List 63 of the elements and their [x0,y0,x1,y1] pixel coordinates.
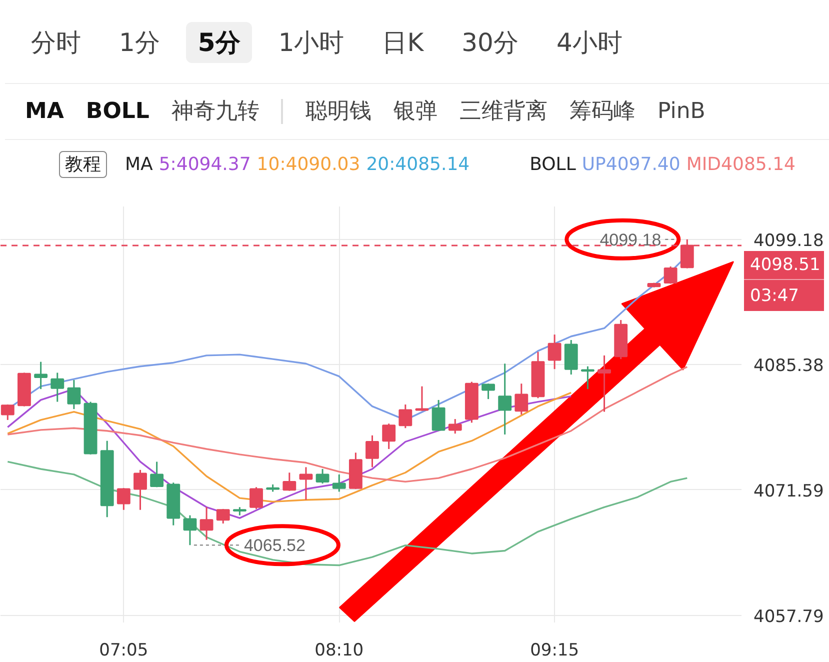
candlestick [482,382,495,400]
x-tick-label: 09:15 [530,640,580,660]
text: UP4097.40 [582,154,680,176]
y-tick-label: 4099.18 [754,230,824,251]
annotation: 4065.52 [244,536,306,556]
candlestick [514,382,528,416]
candlestick [448,418,462,434]
candlestick [0,404,14,421]
candlestick [664,266,678,284]
candlestick [316,468,330,484]
candlestick [398,404,412,429]
candlestick [282,472,296,492]
candlestick [581,366,594,390]
candlestick [67,379,81,410]
candlestick [332,474,346,492]
line-series [6,366,688,483]
text: 1小时 [277,27,346,59]
text: 5分 [186,22,252,63]
text: 神奇九转 [171,98,260,124]
candlestick [216,508,230,524]
text: 30分 [460,27,520,59]
text: 银弹 [393,98,438,124]
annotation: 4099.18 [600,230,662,250]
text: 日K [381,27,425,59]
candlestick [299,466,313,501]
text: 分时 [30,27,82,59]
candlestick [432,399,446,432]
ref-line-label: 4098.51 [744,251,824,280]
candlestick [183,514,197,546]
text: BOLL [530,154,576,176]
y-tick-label: 4057.79 [754,606,824,627]
candlestick [134,469,147,511]
candlestick [150,460,164,488]
line-series [6,460,688,566]
text: 5:4094.37 [158,154,251,176]
text: MA [25,98,64,124]
text: 聪明钱 [281,98,372,124]
candlestick [34,361,48,390]
text: 1分 [118,27,161,59]
x-tick-label: 07:05 [99,640,148,660]
candlestick [366,434,379,468]
candlestick [250,486,263,510]
text: 教程 [59,151,107,178]
text: MID4085.14 [686,154,796,176]
candlestick [598,354,611,413]
candlestick [498,362,512,436]
y-tick-label: 4085.38 [754,356,824,376]
text: 4小时 [555,27,624,59]
text: MA [125,154,153,176]
candlestick [548,334,562,370]
x-tick-label: 08:10 [314,640,364,660]
y-tick-label: 4071.59 [754,481,824,502]
candlestick [382,422,396,450]
text: 10:4090.03 [256,154,360,176]
text: 03:47 [749,285,800,308]
text: PinB [657,98,706,124]
text: 三维背离 [459,98,548,124]
text: BOLL [86,98,150,124]
candlestick [200,506,214,541]
candlestick [116,487,130,511]
candlestick [50,372,64,403]
text: 20:4085.14 [366,154,470,176]
text: 筹码峰 [569,98,636,124]
